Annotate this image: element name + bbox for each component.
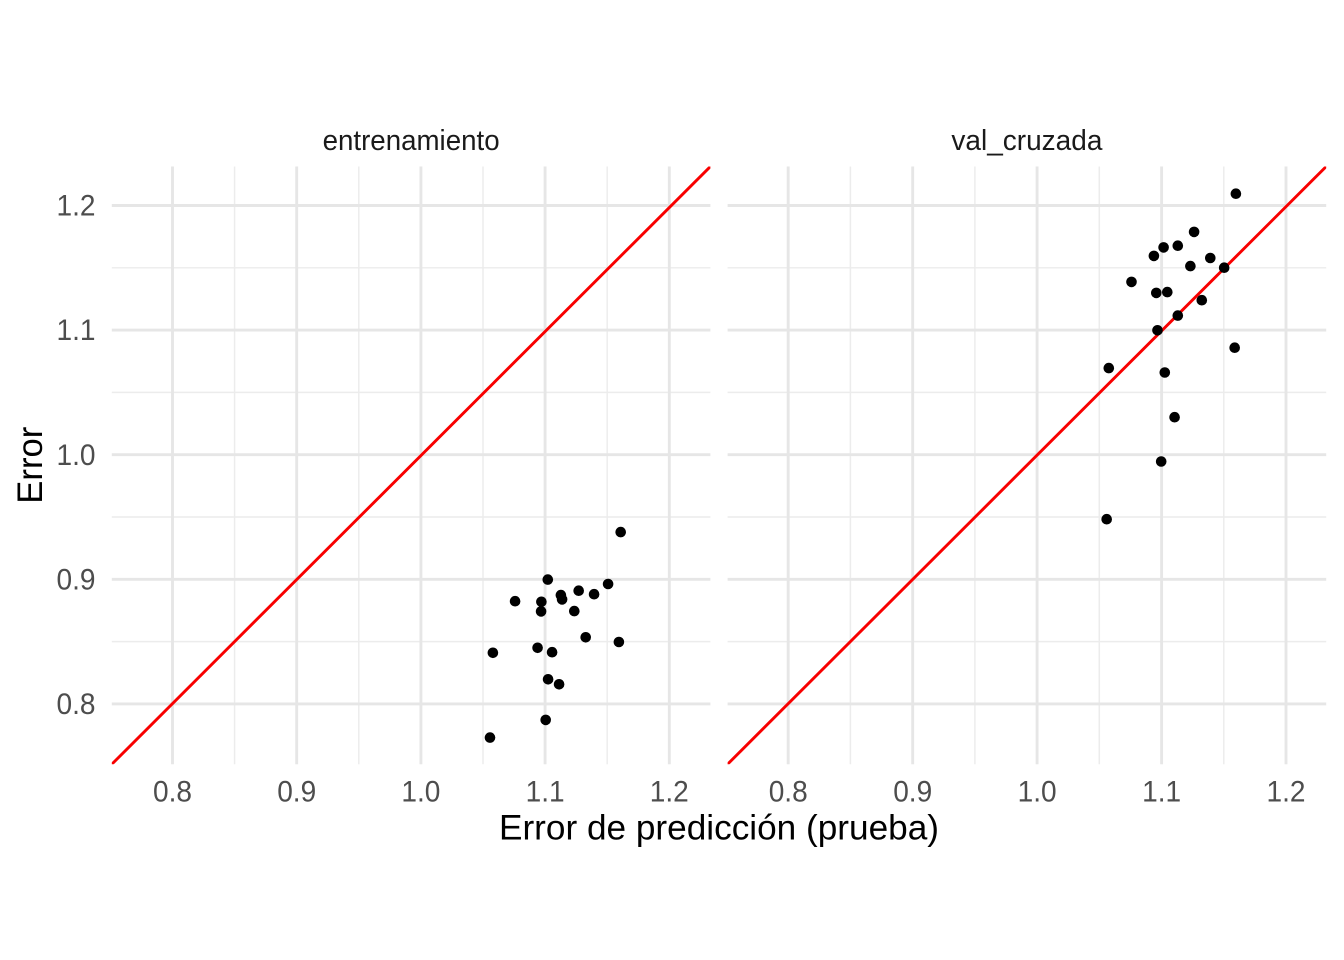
- svg-text:0.8: 0.8: [57, 688, 96, 721]
- svg-text:val_cruzada: val_cruzada: [951, 125, 1103, 157]
- svg-text:1.1: 1.1: [57, 314, 96, 347]
- svg-text:1.1: 1.1: [526, 775, 565, 808]
- svg-text:1.2: 1.2: [57, 190, 96, 223]
- svg-text:0.8: 0.8: [769, 775, 808, 808]
- svg-text:0.9: 0.9: [57, 563, 96, 596]
- svg-text:0.9: 0.9: [893, 775, 932, 808]
- svg-text:entrenamiento: entrenamiento: [323, 125, 500, 157]
- svg-text:Error: Error: [11, 426, 50, 503]
- svg-text:1.0: 1.0: [401, 775, 440, 808]
- svg-text:1.1: 1.1: [1142, 775, 1181, 808]
- svg-text:1.2: 1.2: [1267, 775, 1306, 808]
- svg-text:1.0: 1.0: [57, 439, 96, 472]
- svg-text:Error de predicción (prueba): Error de predicción (prueba): [499, 809, 939, 848]
- svg-text:0.8: 0.8: [153, 775, 192, 808]
- svg-text:0.9: 0.9: [277, 775, 316, 808]
- svg-text:1.2: 1.2: [650, 775, 689, 808]
- svg-text:1.0: 1.0: [1018, 775, 1057, 808]
